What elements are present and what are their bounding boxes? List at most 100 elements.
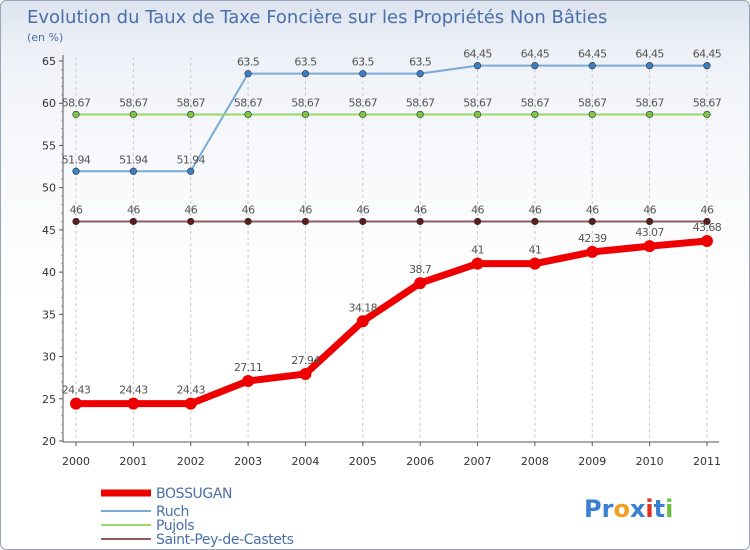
data-label-ruch: 63.5 — [237, 56, 260, 69]
series-saint-pey-de-castets: 46 46 46 46 46 46 46 46 46 46 46 46 — [70, 203, 715, 226]
legend-label-saint-pey-de-castets: Saint-Pey-de-Castets — [156, 532, 294, 548]
data-point-saint-pey-de-castets — [187, 217, 195, 226]
data-point-pujols — [129, 110, 137, 119]
data-label-bossugan: 24.43 — [62, 384, 91, 397]
x-tick-label: 2002 — [177, 455, 205, 468]
series-pujols: 58.67 58.67 58.67 58.67 58.67 58.67 58.67 58.67… — [62, 96, 722, 119]
data-label-pujols: 58.67 — [521, 96, 550, 109]
data-point-pujols — [244, 110, 252, 119]
x-tick-label: 2011 — [693, 455, 721, 468]
x-tick-label: 2009 — [578, 455, 606, 468]
x-tick-label: 2003 — [234, 455, 262, 468]
data-label-saint-pey-de-castets: 46 — [299, 203, 312, 216]
data-point-pujols — [588, 110, 596, 119]
data-point-ruch — [473, 62, 482, 70]
data-point-saint-pey-de-castets — [531, 217, 539, 226]
data-label-ruch: 64.45 — [635, 48, 664, 61]
x-tick-label: 2007 — [464, 455, 492, 468]
data-point-pujols — [531, 110, 539, 119]
data-label-bossugan: 41 — [528, 244, 541, 257]
data-point-saint-pey-de-castets — [588, 217, 596, 226]
chart-title: Evolution du Taux de Taxe Foncière sur l… — [27, 7, 607, 28]
series-line-ruch — [75, 64, 708, 173]
data-point-saint-pey-de-castets — [301, 217, 310, 226]
data-point-ruch — [187, 167, 195, 175]
data-point-bossugan — [471, 257, 484, 270]
data-label-saint-pey-de-castets: 46 — [70, 203, 83, 216]
data-label-pujols: 58.67 — [635, 96, 664, 109]
data-label-saint-pey-de-castets: 46 — [701, 203, 714, 216]
data-label-pujols: 58.67 — [406, 96, 435, 109]
data-label-saint-pey-de-castets: 46 — [356, 203, 369, 216]
data-label-ruch: 51.94 — [119, 153, 148, 166]
proxiti-logo: Proxiti — [584, 495, 673, 523]
y-tick-label: 65 — [42, 55, 56, 68]
data-point-ruch — [244, 70, 252, 78]
data-point-saint-pey-de-castets — [244, 217, 252, 226]
y-axis-unit-label: (en %) — [27, 31, 63, 44]
data-point-ruch — [645, 62, 654, 70]
data-label-pujols: 58.67 — [62, 96, 91, 109]
logo-text: Proxiti — [584, 495, 673, 523]
data-point-pujols — [473, 110, 482, 119]
legend-label-pujols: Pujols — [156, 518, 194, 534]
data-label-bossugan: 43.68 — [693, 221, 722, 234]
data-label-bossugan: 27.94 — [291, 354, 320, 367]
data-label-saint-pey-de-castets: 46 — [414, 203, 427, 216]
data-point-bossugan — [643, 240, 656, 253]
series-line-bossugan — [72, 237, 711, 408]
data-label-pujols: 58.67 — [176, 96, 205, 109]
data-point-bossugan — [70, 397, 82, 410]
y-tick-label: 20 — [42, 435, 56, 448]
data-label-bossugan: 34.18 — [349, 301, 378, 314]
data-point-pujols — [645, 110, 654, 119]
data-label-ruch: 64.45 — [521, 48, 550, 61]
data-point-ruch — [359, 70, 367, 78]
series-ruch: 51.94 51.94 51.94 63.5 63.5 63.5 63.5 64.45 64.4… — [62, 48, 722, 175]
data-label-pujols: 58.67 — [234, 96, 263, 109]
data-point-pujols — [72, 110, 80, 119]
x-tick-label: 2005 — [349, 455, 377, 468]
x-tick-label: 2004 — [291, 455, 319, 468]
data-label-saint-pey-de-castets: 46 — [643, 203, 656, 216]
data-label-pujols: 58.67 — [693, 96, 722, 109]
data-point-saint-pey-de-castets — [72, 217, 80, 226]
data-point-bossugan — [127, 397, 140, 410]
legend-label-bossugan: BOSSUGAN — [156, 486, 232, 502]
data-point-bossugan — [414, 277, 427, 290]
data-point-bossugan — [356, 315, 369, 328]
data-point-saint-pey-de-castets — [416, 217, 424, 226]
data-point-bossugan — [700, 235, 713, 248]
data-point-pujols — [187, 110, 195, 119]
data-label-saint-pey-de-castets: 46 — [586, 203, 599, 216]
data-label-ruch: 51.94 — [62, 153, 91, 166]
data-point-ruch — [416, 70, 424, 78]
x-tick-label: 2010 — [636, 455, 664, 468]
y-tick-label: 25 — [42, 393, 56, 406]
data-point-saint-pey-de-castets — [359, 217, 367, 226]
data-point-pujols — [301, 110, 310, 119]
x-tick-label: 2008 — [521, 455, 549, 468]
data-label-ruch: 63.5 — [409, 56, 432, 69]
data-point-bossugan — [184, 397, 197, 410]
x-tick-label: 2000 — [62, 455, 90, 468]
data-point-bossugan — [528, 257, 541, 270]
y-tick-label: 40 — [42, 266, 56, 279]
data-point-saint-pey-de-castets — [703, 217, 711, 226]
data-label-bossugan: 24.43 — [176, 384, 205, 397]
y-tick-label: 35 — [42, 308, 56, 321]
data-label-bossugan: 43.07 — [635, 226, 664, 239]
data-label-ruch: 63.5 — [352, 56, 375, 69]
data-label-ruch: 64.45 — [463, 48, 492, 61]
legend-label-ruch: Ruch — [156, 504, 189, 520]
data-label-bossugan: 24.43 — [119, 384, 148, 397]
data-point-ruch — [301, 70, 310, 78]
data-label-saint-pey-de-castets: 46 — [528, 203, 541, 216]
y-tick-label: 45 — [42, 224, 56, 237]
data-label-bossugan: 27.11 — [234, 361, 263, 374]
data-point-bossugan — [586, 245, 599, 258]
data-label-ruch: 64.45 — [578, 48, 607, 61]
data-label-saint-pey-de-castets: 46 — [242, 203, 255, 216]
